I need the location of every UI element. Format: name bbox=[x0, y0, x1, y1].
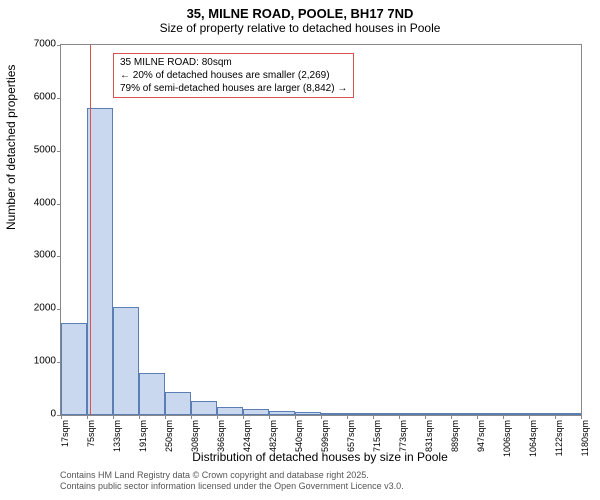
histogram-bar bbox=[269, 411, 295, 415]
ytick-mark bbox=[57, 256, 61, 257]
xtick-label: 366sqm bbox=[216, 420, 226, 460]
ytick-mark bbox=[57, 45, 61, 46]
ytick-label: 7000 bbox=[34, 39, 56, 50]
xtick-label: 1006sqm bbox=[502, 420, 512, 460]
xtick-label: 17sqm bbox=[60, 420, 70, 460]
xtick-label: 657sqm bbox=[346, 420, 356, 460]
xtick-mark bbox=[399, 415, 400, 419]
xtick-label: 424sqm bbox=[242, 420, 252, 460]
xtick-mark bbox=[269, 415, 270, 419]
xtick-mark bbox=[529, 415, 530, 419]
histogram-bar bbox=[191, 401, 217, 415]
xtick-label: 831sqm bbox=[424, 420, 434, 460]
ytick-label: 4000 bbox=[34, 197, 56, 208]
xtick-label: 1180sqm bbox=[580, 420, 590, 460]
xtick-mark bbox=[581, 415, 582, 419]
histogram-bar bbox=[61, 323, 87, 416]
xtick-mark bbox=[61, 415, 62, 419]
histogram-bar bbox=[503, 413, 529, 415]
xtick-mark bbox=[165, 415, 166, 419]
xtick-label: 250sqm bbox=[164, 420, 174, 460]
chart-container: 35, MILNE ROAD, POOLE, BH17 7ND Size of … bbox=[0, 0, 600, 500]
annotation-box: 35 MILNE ROAD: 80sqm← 20% of detached ho… bbox=[113, 53, 354, 98]
histogram-bar bbox=[347, 413, 373, 415]
ytick-mark bbox=[57, 309, 61, 310]
annotation-line: 79% of semi-detached houses are larger (… bbox=[120, 82, 347, 95]
xtick-label: 889sqm bbox=[450, 420, 460, 460]
ytick-label: 5000 bbox=[34, 144, 56, 155]
xtick-mark bbox=[373, 415, 374, 419]
xtick-mark bbox=[113, 415, 114, 419]
histogram-bar bbox=[451, 413, 477, 415]
xtick-label: 191sqm bbox=[138, 420, 148, 460]
histogram-bar bbox=[477, 413, 503, 415]
xtick-mark bbox=[321, 415, 322, 419]
xtick-label: 540sqm bbox=[294, 420, 304, 460]
footer-line-2: Contains public sector information licen… bbox=[60, 481, 404, 492]
footer-attribution: Contains HM Land Registry data © Crown c… bbox=[60, 470, 404, 492]
histogram-bar bbox=[555, 413, 581, 415]
histogram-bar bbox=[217, 407, 243, 415]
ytick-mark bbox=[57, 151, 61, 152]
xtick-mark bbox=[451, 415, 452, 419]
annotation-line: ← 20% of detached houses are smaller (2,… bbox=[120, 69, 347, 82]
xtick-mark bbox=[139, 415, 140, 419]
histogram-bar bbox=[529, 413, 555, 415]
ytick-label: 0 bbox=[50, 409, 56, 420]
xtick-mark bbox=[295, 415, 296, 419]
annotation-line: 35 MILNE ROAD: 80sqm bbox=[120, 56, 347, 69]
xtick-mark bbox=[503, 415, 504, 419]
ytick-label: 2000 bbox=[34, 303, 56, 314]
xtick-label: 1064sqm bbox=[528, 420, 538, 460]
xtick-label: 482sqm bbox=[268, 420, 278, 460]
xtick-mark bbox=[555, 415, 556, 419]
title-main: 35, MILNE ROAD, POOLE, BH17 7ND bbox=[0, 0, 600, 21]
xtick-mark bbox=[191, 415, 192, 419]
histogram-bar bbox=[87, 108, 113, 415]
xtick-label: 773sqm bbox=[398, 420, 408, 460]
xtick-mark bbox=[87, 415, 88, 419]
ytick-label: 6000 bbox=[34, 91, 56, 102]
histogram-bar bbox=[139, 373, 165, 415]
histogram-bar bbox=[113, 307, 139, 415]
ytick-label: 1000 bbox=[34, 356, 56, 367]
histogram-bar bbox=[321, 413, 347, 415]
xtick-mark bbox=[217, 415, 218, 419]
histogram-bar bbox=[243, 409, 269, 415]
ytick-label: 3000 bbox=[34, 250, 56, 261]
plot-area: 35 MILNE ROAD: 80sqm← 20% of detached ho… bbox=[60, 44, 582, 416]
histogram-bar bbox=[425, 413, 451, 415]
footer-line-1: Contains HM Land Registry data © Crown c… bbox=[60, 470, 404, 481]
xtick-mark bbox=[243, 415, 244, 419]
reference-line bbox=[90, 45, 91, 415]
y-axis-label: Number of detached properties bbox=[4, 65, 18, 230]
histogram-bar bbox=[373, 413, 399, 415]
xtick-label: 947sqm bbox=[476, 420, 486, 460]
ytick-mark bbox=[57, 204, 61, 205]
histogram-bar bbox=[399, 413, 425, 415]
xtick-label: 308sqm bbox=[190, 420, 200, 460]
xtick-label: 599sqm bbox=[320, 420, 330, 460]
xtick-label: 715sqm bbox=[372, 420, 382, 460]
xtick-mark bbox=[477, 415, 478, 419]
ytick-mark bbox=[57, 98, 61, 99]
xtick-label: 75sqm bbox=[86, 420, 96, 460]
histogram-bar bbox=[295, 412, 321, 415]
xtick-label: 133sqm bbox=[112, 420, 122, 460]
histogram-bar bbox=[165, 392, 191, 415]
title-sub: Size of property relative to detached ho… bbox=[0, 21, 600, 39]
xtick-label: 1122sqm bbox=[554, 420, 564, 460]
xtick-mark bbox=[347, 415, 348, 419]
xtick-mark bbox=[425, 415, 426, 419]
